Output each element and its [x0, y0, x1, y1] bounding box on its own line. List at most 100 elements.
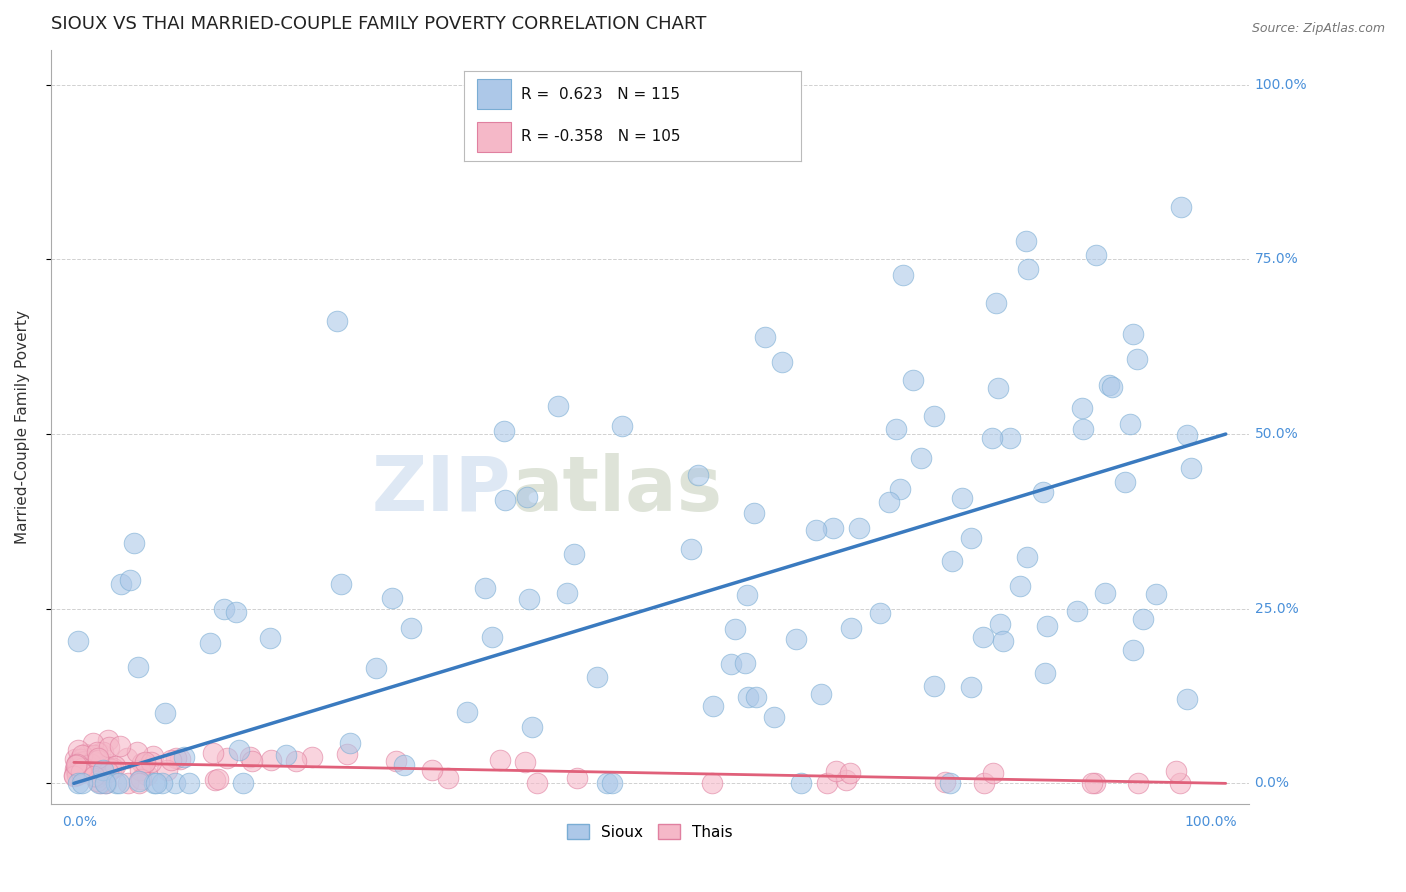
Sioux	[104, 776, 127, 790]
Sioux	[70, 776, 93, 790]
Thais	[131, 756, 153, 770]
Thais	[202, 746, 225, 760]
Thais	[69, 755, 91, 769]
Sioux	[1066, 604, 1088, 618]
Thais	[65, 768, 87, 782]
Text: 0.0%: 0.0%	[62, 814, 97, 829]
Sioux	[494, 493, 516, 508]
Sioux	[87, 776, 110, 790]
Sioux	[998, 431, 1021, 445]
Thais	[91, 766, 114, 780]
Sioux	[392, 758, 415, 772]
Thais	[70, 747, 93, 762]
Thais	[86, 770, 108, 784]
Sioux	[562, 547, 585, 561]
Sioux	[1180, 461, 1202, 475]
Thais	[1084, 776, 1107, 790]
Sioux	[124, 536, 146, 550]
Thais	[65, 762, 87, 776]
Sioux	[785, 632, 807, 647]
Sioux	[990, 616, 1012, 631]
Thais	[69, 752, 91, 766]
Thais	[72, 761, 94, 775]
Sioux	[1070, 401, 1092, 415]
Sioux	[889, 482, 911, 496]
Thais	[169, 752, 191, 766]
Thais	[159, 753, 181, 767]
Sioux	[1132, 612, 1154, 626]
Thais	[65, 758, 87, 772]
Sioux	[810, 687, 832, 701]
Sioux	[1017, 262, 1039, 277]
Thais	[165, 751, 187, 765]
Sioux	[770, 354, 793, 368]
Thais	[70, 759, 93, 773]
Text: 100.0%: 100.0%	[1254, 78, 1308, 92]
Sioux	[276, 747, 298, 762]
Sioux	[681, 541, 703, 556]
Thais	[66, 764, 89, 779]
Sioux	[980, 431, 1002, 445]
Sioux	[150, 776, 173, 790]
Sioux	[330, 577, 353, 591]
Sioux	[198, 636, 221, 650]
Legend: Sioux, Thais: Sioux, Thais	[561, 818, 738, 846]
Thais	[834, 773, 856, 788]
Text: 75.0%: 75.0%	[1254, 252, 1298, 267]
Thais	[336, 747, 359, 761]
Thais	[69, 752, 91, 766]
Thais	[87, 759, 110, 773]
Text: ZIP: ZIP	[373, 453, 512, 527]
Thais	[82, 764, 104, 778]
Thais	[67, 756, 90, 771]
Sioux	[1126, 351, 1149, 366]
Thais	[86, 745, 108, 759]
Thais	[70, 764, 93, 779]
Thais	[134, 756, 156, 771]
Sioux	[686, 468, 709, 483]
Sioux	[1175, 428, 1198, 442]
Sioux	[481, 630, 503, 644]
Sioux	[66, 634, 89, 648]
Thais	[63, 769, 86, 783]
Thais	[115, 751, 138, 765]
Sioux	[922, 680, 945, 694]
Thais	[93, 759, 115, 773]
Sioux	[232, 776, 254, 790]
Sioux	[456, 706, 478, 720]
Sioux	[519, 592, 541, 607]
Thais	[437, 771, 460, 785]
Sioux	[1094, 585, 1116, 599]
Thais	[513, 755, 536, 769]
Thais	[1164, 764, 1187, 779]
Thais	[128, 763, 150, 777]
Sioux	[987, 381, 1010, 395]
Thais	[91, 745, 114, 759]
Sioux	[941, 554, 963, 568]
Sioux	[1008, 579, 1031, 593]
Sioux	[991, 634, 1014, 648]
Thais	[73, 755, 96, 769]
Sioux	[959, 680, 981, 694]
Sioux	[939, 776, 962, 790]
Sioux	[165, 776, 187, 790]
Thais	[100, 762, 122, 776]
Thais	[70, 752, 93, 766]
Thais	[63, 768, 86, 782]
Sioux	[901, 373, 924, 387]
Sioux	[879, 495, 901, 509]
Sioux	[869, 606, 891, 620]
Thais	[90, 764, 112, 779]
Sioux	[381, 591, 404, 606]
Thais	[101, 761, 124, 775]
Sioux	[474, 581, 496, 595]
Sioux	[547, 400, 569, 414]
Thais	[79, 759, 101, 773]
Sioux	[1101, 380, 1123, 394]
Thais	[94, 776, 117, 790]
Sioux	[153, 706, 176, 721]
Sioux	[984, 295, 1007, 310]
Sioux	[737, 690, 759, 704]
Thais	[67, 743, 90, 757]
Thais	[260, 754, 283, 768]
